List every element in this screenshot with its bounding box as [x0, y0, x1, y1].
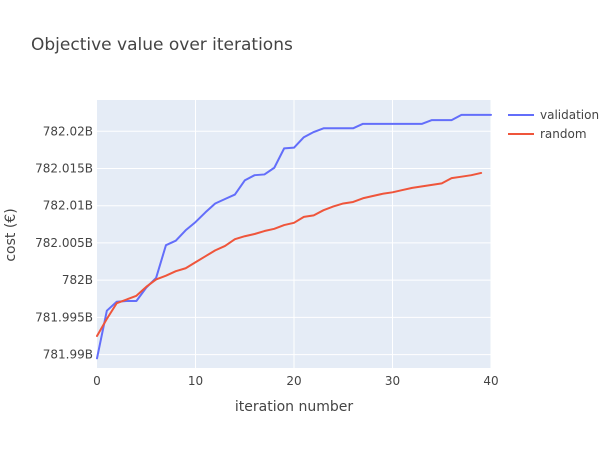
series-line-validation — [96, 113, 492, 360]
tick-labels: 0 10 20 30 40 781.99B 781.995B 782B 782.005B 782.… — [35, 124, 499, 388]
x-tick-label: 10 — [188, 374, 203, 388]
y-tick-label: 782.005B — [35, 236, 93, 250]
y-tick-label: 782.01B — [43, 199, 93, 213]
legend: validation random — [508, 108, 599, 141]
series-lines — [96, 113, 492, 360]
y-tick-label: 782B — [62, 273, 93, 287]
legend-item-validation[interactable]: validation — [508, 108, 599, 122]
y-tick-label: 781.995B — [35, 310, 93, 324]
y-tick-label: 782.015B — [35, 161, 93, 175]
chart-title: Objective value over iterations — [31, 35, 293, 55]
legend-label: validation — [540, 108, 599, 122]
y-tick-label: 781.99B — [43, 348, 93, 362]
x-tick-label: 20 — [286, 374, 301, 388]
x-tick-label: 40 — [483, 374, 498, 388]
y-tick-label: 782.02B — [43, 124, 93, 138]
x-axis-title: iteration number — [235, 399, 353, 415]
x-tick-label: 0 — [93, 374, 101, 388]
legend-label: random — [540, 127, 587, 141]
y-axis-title: cost (€) — [3, 208, 19, 261]
x-tick-label: 30 — [385, 374, 400, 388]
series-line-random — [96, 171, 483, 337]
grid-lines — [97, 100, 492, 368]
legend-item-random[interactable]: random — [508, 127, 587, 141]
